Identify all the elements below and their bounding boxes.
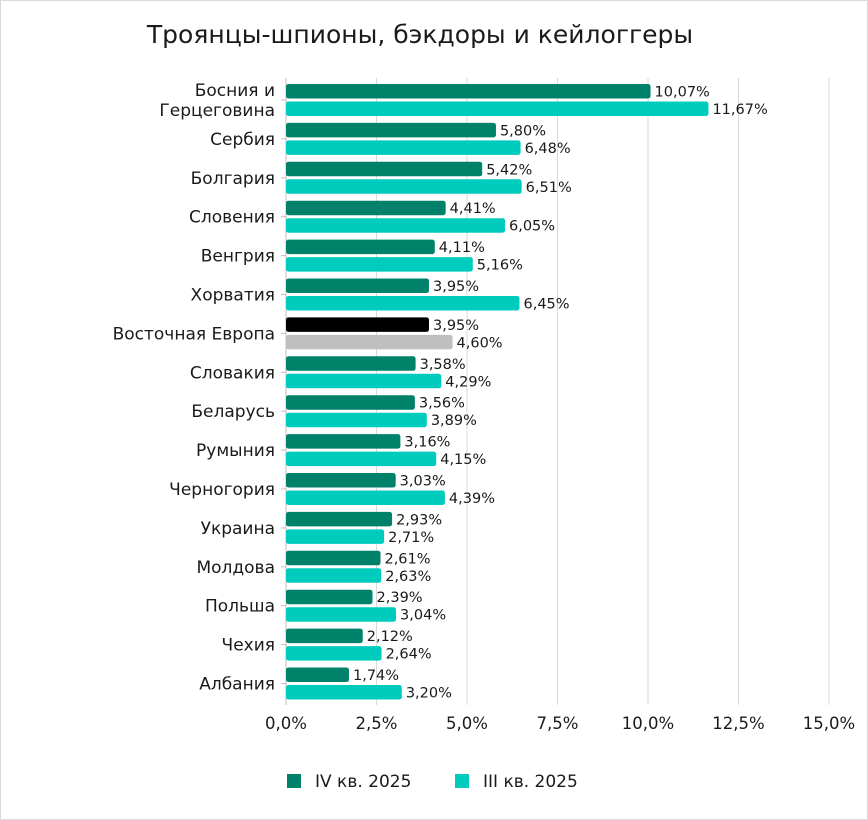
bar [286, 334, 453, 350]
bar [286, 451, 437, 467]
category-label: Словакия [190, 363, 275, 383]
category-label: Чехия [222, 636, 275, 656]
bar [286, 589, 373, 605]
bar [286, 317, 429, 332]
legend-label-q3: III кв. 2025 [483, 772, 578, 792]
bar [286, 395, 415, 410]
data-label: 5,80% [500, 123, 546, 139]
legend-label-q4: IV кв. 2025 [315, 772, 411, 792]
category-label: Босния и [195, 81, 275, 101]
x-tick-label: 15,0% [803, 714, 855, 733]
data-label: 3,03% [400, 474, 446, 490]
data-label: 3,58% [420, 357, 466, 373]
bar [286, 218, 506, 233]
x-tick-label: 2,5% [356, 714, 398, 733]
data-label: 4,11% [439, 240, 485, 256]
data-label: 5,16% [477, 258, 523, 274]
category-label: Венгрия [201, 247, 275, 267]
data-label: 4,39% [449, 491, 495, 507]
data-label: 3,95% [433, 318, 479, 334]
data-label: 2,61% [384, 551, 430, 567]
category-label: Сербия [210, 130, 275, 150]
x-tick-label: 5,0% [446, 714, 488, 733]
bar [286, 568, 382, 583]
data-label: 3,20% [406, 686, 452, 702]
x-tick-label: 0,0% [265, 714, 307, 733]
data-label: 10,07% [655, 85, 710, 101]
data-label: 6,48% [525, 141, 571, 157]
bar [286, 473, 396, 488]
x-tick-label: 10,0% [622, 714, 674, 733]
bar [286, 550, 381, 566]
bar [286, 490, 445, 505]
bar [286, 646, 382, 661]
x-axis: 0,0% 2,5% 5,0% 7,5% 10,0% 12,5% 15,0% [265, 714, 855, 733]
legend-swatch-q4 [287, 774, 301, 788]
data-label: 6,51% [526, 180, 572, 196]
bar [286, 434, 401, 449]
data-label: 11,67% [712, 102, 767, 118]
bar [286, 628, 363, 644]
bar [286, 257, 473, 272]
category-label: Албания [199, 675, 275, 695]
category-label: Хорватия [191, 286, 275, 306]
x-tick-label: 12,5% [712, 714, 764, 733]
bars: 10,07%11,67% 5,80% 6,48% 5,42% 6,51% 4,41% 6,0… [286, 84, 768, 702]
data-label: 2,64% [386, 647, 432, 663]
category-label: Молдова [196, 558, 275, 578]
chart-title: Троянцы-шпионы, бэкдоры и кейлоггеры [146, 20, 693, 49]
data-label: 6,05% [509, 219, 555, 235]
data-label: 2,63% [385, 569, 431, 585]
category-label: Беларусь [191, 402, 275, 422]
bar [286, 373, 442, 389]
data-label: 6,45% [523, 297, 569, 313]
data-label: 5,42% [486, 162, 532, 178]
legend-swatch-q3 [455, 774, 469, 788]
data-label: 4,60% [457, 335, 503, 351]
bar [286, 511, 393, 527]
bar [286, 140, 521, 155]
data-label: 2,93% [396, 512, 442, 528]
bar [286, 101, 709, 116]
bar [286, 667, 349, 682]
bar [286, 239, 435, 255]
category-label: Румыния [196, 441, 275, 461]
category-label: Болгария [191, 169, 275, 189]
bar [286, 161, 483, 177]
legend: IV кв. 2025 III кв. 2025 [287, 772, 578, 792]
data-label: 1,74% [353, 668, 399, 684]
category-label: Украина [201, 519, 275, 539]
bar [286, 278, 429, 293]
bar [286, 356, 416, 371]
data-label: 3,56% [419, 396, 465, 412]
bar [286, 179, 522, 194]
data-label: 3,04% [400, 608, 446, 624]
data-label: 3,95% [433, 279, 479, 295]
data-label: 3,89% [431, 413, 477, 429]
bar [286, 122, 496, 138]
data-label: 2,39% [377, 590, 423, 606]
bar [286, 412, 427, 428]
bar [286, 607, 397, 622]
x-tick-label: 7,5% [537, 714, 579, 733]
data-label: 4,29% [445, 374, 491, 390]
category-label: Герцеговина [159, 101, 275, 121]
bar [286, 84, 651, 99]
category-label: Восточная Европа [113, 324, 275, 344]
data-label: 2,71% [388, 530, 434, 546]
category-label: Польша [205, 597, 275, 617]
bar [286, 529, 385, 544]
data-label: 4,15% [440, 452, 486, 468]
category-label: Черногория [169, 480, 275, 500]
bar [286, 296, 520, 311]
bar [286, 200, 446, 216]
category-label: Словения [189, 208, 275, 228]
data-label: 4,41% [450, 201, 496, 217]
bar [286, 685, 402, 700]
data-label: 2,12% [367, 629, 413, 645]
data-label: 3,16% [404, 435, 450, 451]
